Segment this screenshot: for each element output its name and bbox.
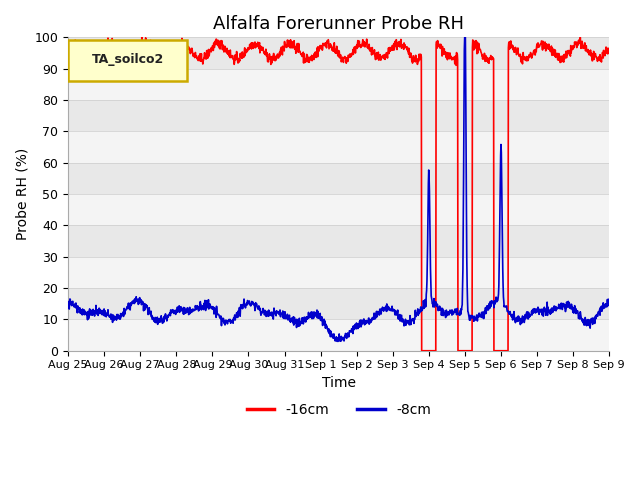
Bar	[68, 132, 609, 163]
Title: Alfalfa Forerunner Probe RH: Alfalfa Forerunner Probe RH	[213, 15, 464, 33]
Legend: -16cm, -8cm: -16cm, -8cm	[241, 397, 436, 422]
Bar	[68, 257, 609, 288]
Text: TA_soilco2: TA_soilco2	[92, 53, 164, 66]
FancyBboxPatch shape	[68, 40, 187, 81]
Bar	[68, 319, 609, 351]
Bar	[68, 69, 609, 100]
X-axis label: Time: Time	[322, 376, 356, 390]
Y-axis label: Probe RH (%): Probe RH (%)	[15, 148, 29, 240]
Bar	[68, 194, 609, 226]
